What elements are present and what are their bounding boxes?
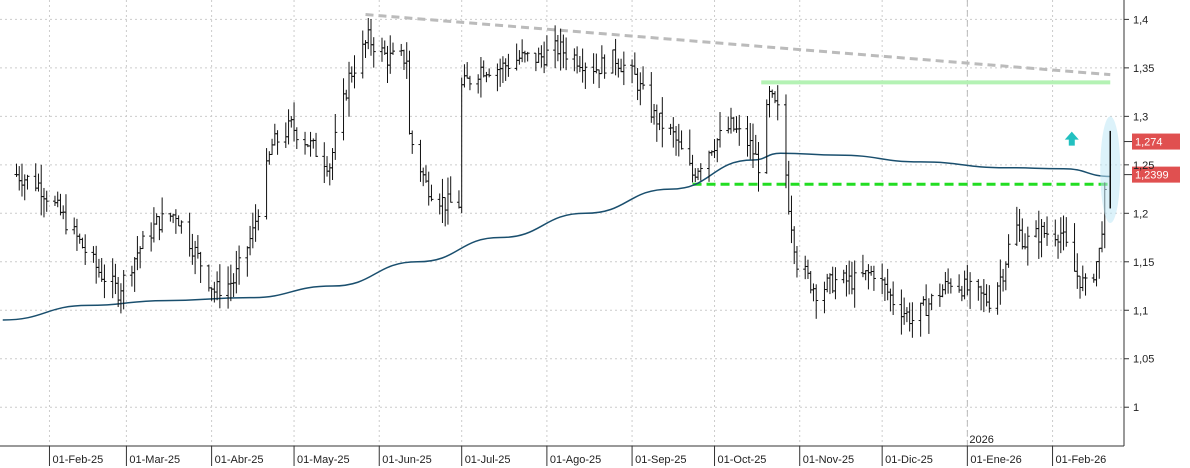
price-tag-box xyxy=(1132,133,1180,150)
year-marker-label: 2026 xyxy=(969,434,993,446)
moving-average-line xyxy=(2,152,1111,321)
x-tick-label: 01-Dic-25 xyxy=(885,454,933,466)
x-tick-label: 01-Sep-25 xyxy=(635,454,686,466)
annotations-layer: 1,274 1,2399 xyxy=(1064,116,1180,223)
trendline-layer xyxy=(365,13,1111,186)
x-tick-label: 01-Ago-25 xyxy=(550,454,601,466)
x-tick-label: 01-Nov-25 xyxy=(803,454,854,466)
y-tick-label: 1,15 xyxy=(1133,257,1154,269)
x-tick-label: 01-Feb-26 xyxy=(1056,454,1107,466)
price-tag-box xyxy=(1132,166,1180,183)
resistance-trendline xyxy=(365,13,1111,77)
y-tick-label: 1,3 xyxy=(1133,111,1148,123)
ohlc-bars-layer xyxy=(14,18,1107,338)
up-arrow-icon xyxy=(1064,131,1079,146)
x-tick-label: 01-Mar-25 xyxy=(129,454,180,466)
y-tick-label: 1,35 xyxy=(1133,63,1154,75)
x-tick-label: 01-Jun-25 xyxy=(382,454,432,466)
y-tick-label: 1,05 xyxy=(1133,354,1154,366)
price-tag-label: 1,2399 xyxy=(1135,170,1169,182)
x-tick-label: 01-Feb-25 xyxy=(52,454,103,466)
moving-average-layer xyxy=(2,152,1111,321)
y-tick-label: 1 xyxy=(1133,402,1139,414)
x-tick-label: 01-Ene-26 xyxy=(970,454,1021,466)
x-tick-label: 01-May-25 xyxy=(297,454,350,466)
y-tick-label: 1,1 xyxy=(1133,305,1148,317)
grid xyxy=(0,0,1124,446)
y-tick-label: 1,25 xyxy=(1133,160,1154,172)
axes: 1,4 1,35 1,3 1,25 1,2 1,15 1,1 1,05 1 01-Feb-25 01… xyxy=(0,0,1154,466)
x-tick-label: 01-Oct-25 xyxy=(718,454,767,466)
price-tag-label: 1,274 xyxy=(1135,137,1163,149)
x-tick-label: 01-Abr-25 xyxy=(215,454,264,466)
y-tick-label: 1,4 xyxy=(1133,14,1148,26)
x-tick-label: 01-Jul-25 xyxy=(465,454,511,466)
y-tick-label: 1,2 xyxy=(1133,208,1148,220)
